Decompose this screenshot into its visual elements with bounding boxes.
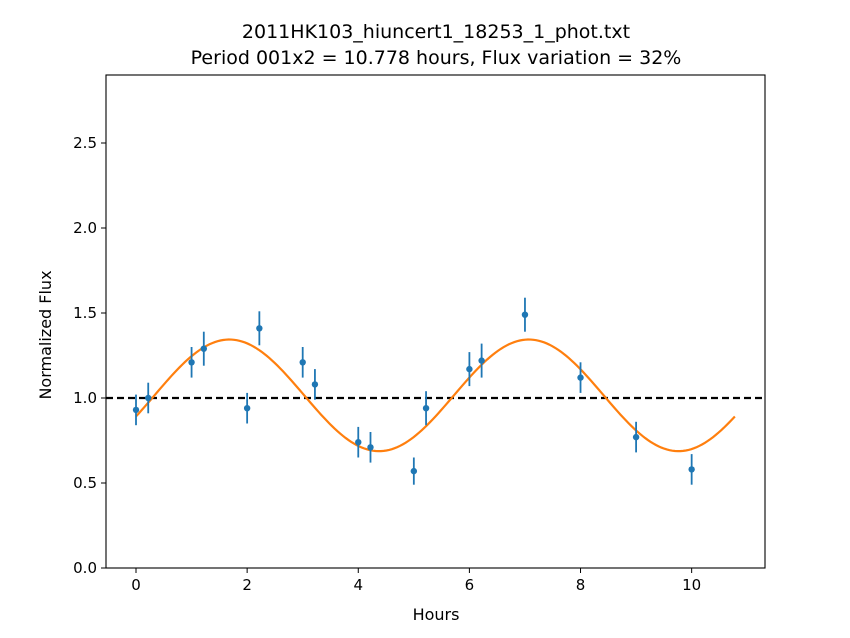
y-tick-label: 1.5 [73,304,97,322]
y-axis-label: Normalized Flux [36,270,55,399]
x-tick-label: 4 [353,576,363,594]
y-tick-label: 2.5 [73,134,97,152]
data-point [243,405,251,412]
data-point [256,325,263,332]
data-point [577,374,584,381]
data-point [200,345,207,352]
x-tick-label: 8 [576,576,586,594]
y-tick-label: 0.5 [73,474,97,492]
fit-curve [135,338,736,453]
data-point [188,359,195,366]
data-point [299,359,306,366]
data-point [632,433,640,441]
plot-frame [105,74,766,569]
x-tick-label: 10 [682,576,701,594]
y-tick-label: 1.0 [73,389,97,407]
chart-title: 2011HK103_hiuncert1_18253_1_phot.txt [242,21,630,43]
chart-subtitle: Period 001x2 = 10.778 hours, Flux variat… [191,47,682,69]
data-point [311,381,319,388]
x-tick-label: 6 [465,576,475,594]
data-point [422,405,430,412]
x-axis-label: Hours [413,605,460,624]
data-point [410,467,418,475]
data-point [145,394,152,402]
data-point [355,439,362,446]
plot-area [106,297,765,485]
data-point [688,466,695,473]
y-tick-label: 0.0 [73,559,97,577]
x-tick-label: 0 [131,576,141,594]
data-point [521,311,529,318]
y-tick-label: 2.0 [73,219,97,237]
data-point [478,357,485,364]
axes: 0 2 4 6 8 10 0.0 0.5 1.0 1.5 2.0 2.5 [73,74,766,594]
x-tick-label: 2 [242,576,252,594]
data-point [466,365,473,373]
data-point [367,444,374,451]
data-point [132,406,140,414]
